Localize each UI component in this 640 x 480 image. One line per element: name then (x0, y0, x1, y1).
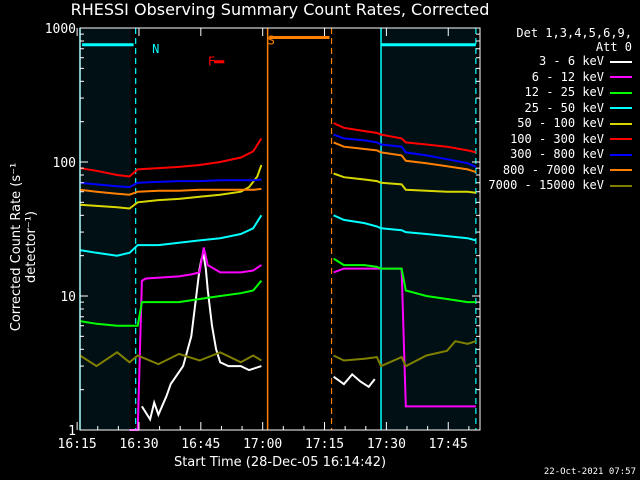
legend-item: 800 - 7000 keV (488, 163, 632, 179)
y-tick-label: 100 (53, 156, 76, 171)
legend-swatch (610, 91, 632, 94)
legend-item: 25 - 50 keV (488, 101, 632, 117)
x-tick-label: 16:45 (181, 437, 220, 452)
legend-item: 7000 - 15000 keV (488, 178, 632, 194)
legend-item: 100 - 300 keV (488, 132, 632, 148)
chart-title: RHESSI Observing Summary Count Rates, Co… (70, 0, 490, 19)
x-tick-label: 17:30 (367, 437, 406, 452)
legend-item: 12 - 25 keV (488, 85, 632, 101)
series-line-8-1 (333, 340, 477, 368)
series-line-2-1 (333, 257, 476, 304)
legend-swatch (610, 107, 632, 110)
series-line-4-0 (79, 164, 263, 210)
legend-swatch (610, 169, 632, 172)
series-line-1-0 (129, 247, 262, 431)
axes-frame (79, 27, 481, 431)
legend-swatch (610, 76, 632, 79)
legend-item-label: 100 - 300 keV (510, 131, 604, 146)
series-line-3-0 (79, 214, 263, 257)
x-axis-label: Start Time (28-Dec-05 16:14:42) (173, 455, 387, 470)
x-tick-label: 16:30 (119, 437, 158, 452)
legend-header-line-1: Det 1,3,4,5,6,9, (516, 26, 632, 40)
series-line-8-0 (79, 351, 262, 368)
y-tick-label: 10 (60, 290, 76, 305)
legend-item-label: 3 - 6 keV (538, 54, 604, 68)
annotation-F: F (208, 55, 215, 69)
legend-item: 50 - 100 keV (488, 116, 632, 132)
series-line-3-1 (333, 214, 477, 242)
legend-item-label: 12 - 25 keV (524, 85, 604, 99)
y-tick-label: 1000 (45, 22, 76, 37)
footer-date: 22-Oct-2021 07:57 (543, 467, 636, 477)
x-tick-label: 17:45 (429, 437, 468, 452)
legend-item: 3 - 6 keV (488, 54, 632, 70)
legend-item-label: 50 - 100 keV (517, 116, 604, 130)
legend-header-line-2: Att 0 (595, 40, 632, 54)
series-line-7-1 (333, 141, 477, 174)
legend-swatch (610, 138, 632, 141)
series-line-6-1 (333, 133, 477, 168)
legend-swatch (610, 122, 632, 125)
y-tick-label: 1 (68, 424, 76, 439)
series-line-2-0 (79, 280, 263, 327)
legend: 3 - 6 keV 6 - 12 keV 12 - 25 keV 25 - 50 ke… (488, 54, 632, 194)
night-band (80, 28, 131, 430)
x-tick-label: 16:15 (58, 437, 97, 452)
series-line-5-0 (79, 137, 263, 178)
annotation-S: S (268, 33, 275, 47)
x-tick-label: 17:00 (243, 437, 282, 452)
series-line-0-1 (333, 372, 376, 389)
legend-item: 300 - 800 keV (488, 147, 632, 163)
series-line-7-0 (79, 187, 262, 196)
x-tick-label: 17:15 (305, 437, 344, 452)
series-line-6-0 (79, 178, 262, 189)
legend-item-label: 6 - 12 keV (531, 69, 604, 84)
legend-header: Det 1,3,4,5,6,9, Att 0 (516, 26, 632, 54)
legend-swatch (610, 184, 632, 187)
legend-item-label: 25 - 50 keV (524, 100, 604, 115)
series-line-0-0 (141, 253, 262, 422)
legend-swatch (610, 153, 632, 156)
legend-item-label: 300 - 800 keV (510, 147, 604, 161)
annotation-N: N (152, 42, 159, 56)
y-axis-label: Corrected Count Rate (s⁻¹ detector⁻¹) (9, 162, 39, 332)
legend-item-label: 800 - 7000 keV (502, 162, 604, 177)
legend-swatch (610, 60, 632, 63)
series-line-4-1 (333, 172, 477, 194)
legend-item-label: 7000 - 15000 keV (488, 178, 604, 192)
series-line-5-1 (333, 122, 477, 154)
legend-item: 6 - 12 keV (488, 70, 632, 86)
